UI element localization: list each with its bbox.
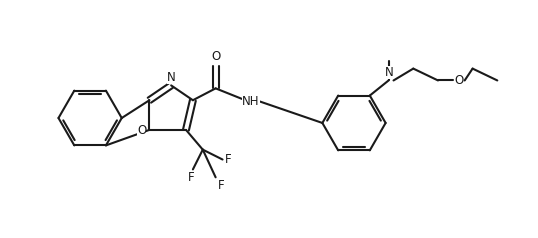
Text: N: N [385,66,394,79]
Text: F: F [188,171,194,184]
Text: O: O [454,74,463,87]
Text: F: F [224,153,231,166]
Text: NH: NH [242,95,260,108]
Text: O: O [137,124,146,137]
Text: N: N [167,71,175,84]
Text: F: F [217,179,224,192]
Text: O: O [211,50,220,63]
